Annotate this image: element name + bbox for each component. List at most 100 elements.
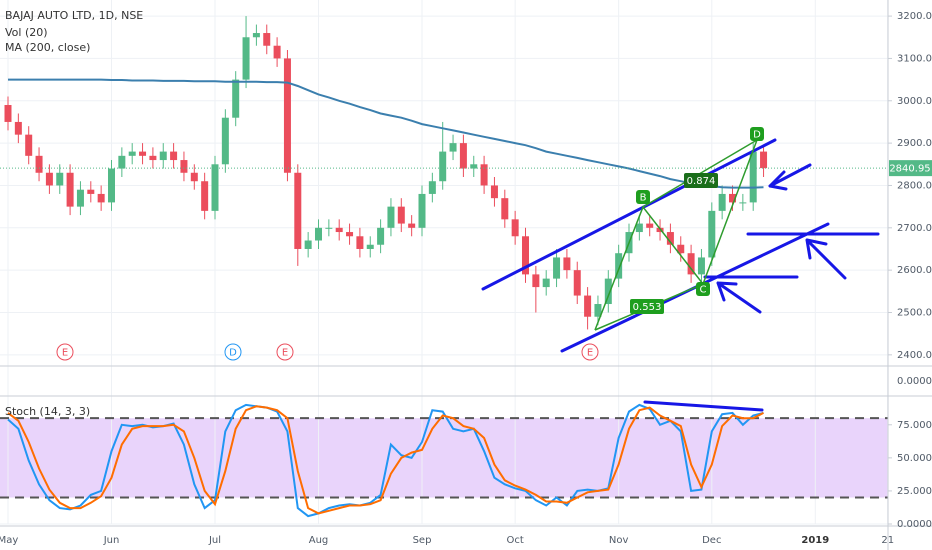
candle-body [553,257,561,279]
event-marker [224,343,242,361]
candle-body [387,206,395,228]
candle-body [304,240,312,249]
indicator-label: Vol (20) [5,26,48,39]
candle-body [459,143,467,169]
y-tick-label: 0.0000 [897,376,932,387]
candle-body [325,227,333,229]
y-tick-label: 2600.00 [897,265,932,276]
event-marker [276,343,294,361]
y-tick-label: 0.0000 [897,519,932,530]
candle-body [66,172,74,207]
event-marker [581,343,599,361]
pattern-labels: B C D 0.874 0.553 [630,127,764,314]
candle-body [232,79,240,118]
pattern-label: C [700,285,707,296]
candle-body [242,37,250,80]
candle-body [252,33,260,38]
label-box [636,190,650,204]
candle-body [729,193,736,203]
pattern-ratio: 0.874 [687,176,716,187]
pattern-label: D [753,130,761,141]
candle-body [315,227,322,241]
event-label: E [282,348,288,359]
arrow [805,238,847,280]
candle-body [335,227,343,233]
y-tick-label: 3000.00 [897,96,932,107]
candle-body [760,151,768,169]
candle-body [190,172,198,182]
candle-body [532,274,540,288]
abcd-pattern [594,139,758,331]
last-price-label: 2840.95 [889,164,930,175]
candle-body [604,278,612,305]
y-tick-label: 2500.00 [897,307,932,318]
candle-body [35,155,43,173]
pattern-ratio: 0.553 [633,302,662,313]
x-tick-label: Oct [507,535,524,546]
indicator-label: MA (200, close) [5,41,90,54]
candle-body [283,58,291,173]
pattern-label: B [640,193,647,204]
candle-body [449,143,457,152]
candle-body [573,270,581,296]
event-marker [56,343,74,361]
y-tick-label: 50.0000 [897,453,932,464]
candle-body [356,236,364,249]
candle-body [201,181,209,211]
candle-body [294,172,302,249]
candle-body [397,206,405,224]
y-tick-label: 75.0000 [897,420,932,431]
candle-body [646,223,654,228]
candle-body [14,121,22,135]
candle-body [211,164,219,211]
candle-body [749,151,757,203]
candle-body [76,189,84,207]
candle-body [108,168,115,203]
event-label: D [229,348,237,359]
candle-body [221,117,229,165]
event-label: E [62,348,68,359]
candle-body [170,151,178,161]
candle-body [139,151,147,156]
candle-body [180,160,188,173]
candle-body [428,181,436,194]
candle-body [615,253,623,279]
x-tick-label: Dec [702,535,721,546]
x-tick-label: Sep [413,535,432,546]
stoch-trend-line [643,400,764,412]
arrow [768,163,812,191]
x-tick-label: May [0,535,18,546]
candle-body [56,172,64,186]
y-tick-label: 2900.00 [897,138,932,149]
channel-line [481,138,777,291]
x-tick-label: 21 [881,535,894,546]
candle-body [273,45,281,59]
x-tick-label: Jul [208,535,221,546]
stoch-line [7,405,764,515]
candle-body [687,253,695,275]
label-box [696,282,710,296]
candle-body [480,164,488,186]
label-box [750,127,764,141]
candle-body [739,202,747,204]
x-tick-label: Jun [103,535,120,546]
candle-body [666,232,674,245]
indicator-label: Stoch (14, 3, 3) [5,405,90,418]
candle-body [718,193,726,211]
label-box [630,299,664,314]
event-markers: E D E E [56,343,599,361]
y-tick-label: 3200.00 [897,11,932,22]
arrow [716,281,762,314]
x-tick-label: Nov [609,535,629,546]
candle-body [584,295,592,317]
chart-title: BAJAJ AUTO LTD, 1D, NSE [5,9,143,22]
label-box [684,173,718,188]
candle-body [490,185,498,199]
candle-body [263,33,271,46]
y-tick-label: 2400.00 [897,350,932,361]
candle-body [563,257,571,271]
y-tick-label: 2800.00 [897,180,932,191]
candle-body [25,134,33,156]
last-price-box [889,160,932,177]
